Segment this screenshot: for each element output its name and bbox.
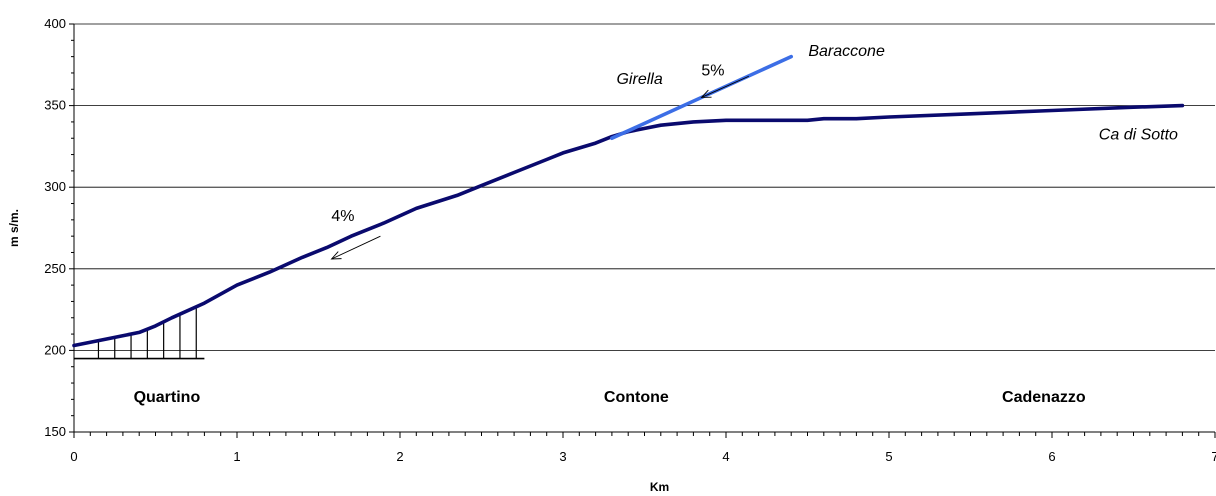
arrow-head — [700, 89, 712, 98]
y-tick-label: 200 — [44, 342, 66, 357]
profile-line — [72, 103, 1185, 348]
label-quartino: Quartino — [134, 389, 201, 406]
series-lines — [72, 54, 1185, 348]
y-tick-label: 400 — [44, 16, 66, 31]
x-axis-ticks: 0 1 2 3 4 5 6 7 — [70, 432, 1216, 464]
y-axis-ticks: 150 200 250 300 350 400 — [44, 16, 74, 439]
annotations: Quartino Contone Cadenazzo Girella Baraccone… — [134, 43, 1178, 406]
x-tick-label: 4 — [722, 449, 729, 464]
label-4: 4% — [331, 208, 354, 225]
label-contone: Contone — [604, 389, 669, 406]
y-axis-title: m s/m. — [7, 209, 21, 247]
label-girella: Girella — [616, 71, 662, 88]
label-cadenazzo: Cadenazzo — [1002, 389, 1086, 406]
x-tick-label: 7 — [1211, 449, 1216, 464]
x-tick-label: 2 — [396, 449, 403, 464]
x-axis-title: Km — [650, 480, 669, 494]
y-tick-label: 250 — [44, 261, 66, 276]
y-tick-label: 150 — [44, 424, 66, 439]
label-ca-di-sotto: Ca di Sotto — [1099, 126, 1178, 143]
x-tick-label: 3 — [559, 449, 566, 464]
bridge-viaduct — [74, 306, 205, 360]
arrow-head — [330, 251, 342, 260]
arrow-shaft — [331, 235, 381, 260]
arrow-shaft — [701, 75, 750, 98]
label-baraccone: Baraccone — [808, 43, 885, 60]
y-tick-label: 350 — [44, 98, 66, 113]
x-tick-label: 1 — [233, 449, 240, 464]
x-tick-label: 5 — [885, 449, 892, 464]
gradient-arrows — [330, 75, 750, 260]
x-tick-label: 6 — [1048, 449, 1055, 464]
x-tick-label: 0 — [70, 449, 77, 464]
y-tick-label: 300 — [44, 179, 66, 194]
gridlines — [74, 23, 1215, 351]
label-5: 5% — [701, 63, 724, 80]
